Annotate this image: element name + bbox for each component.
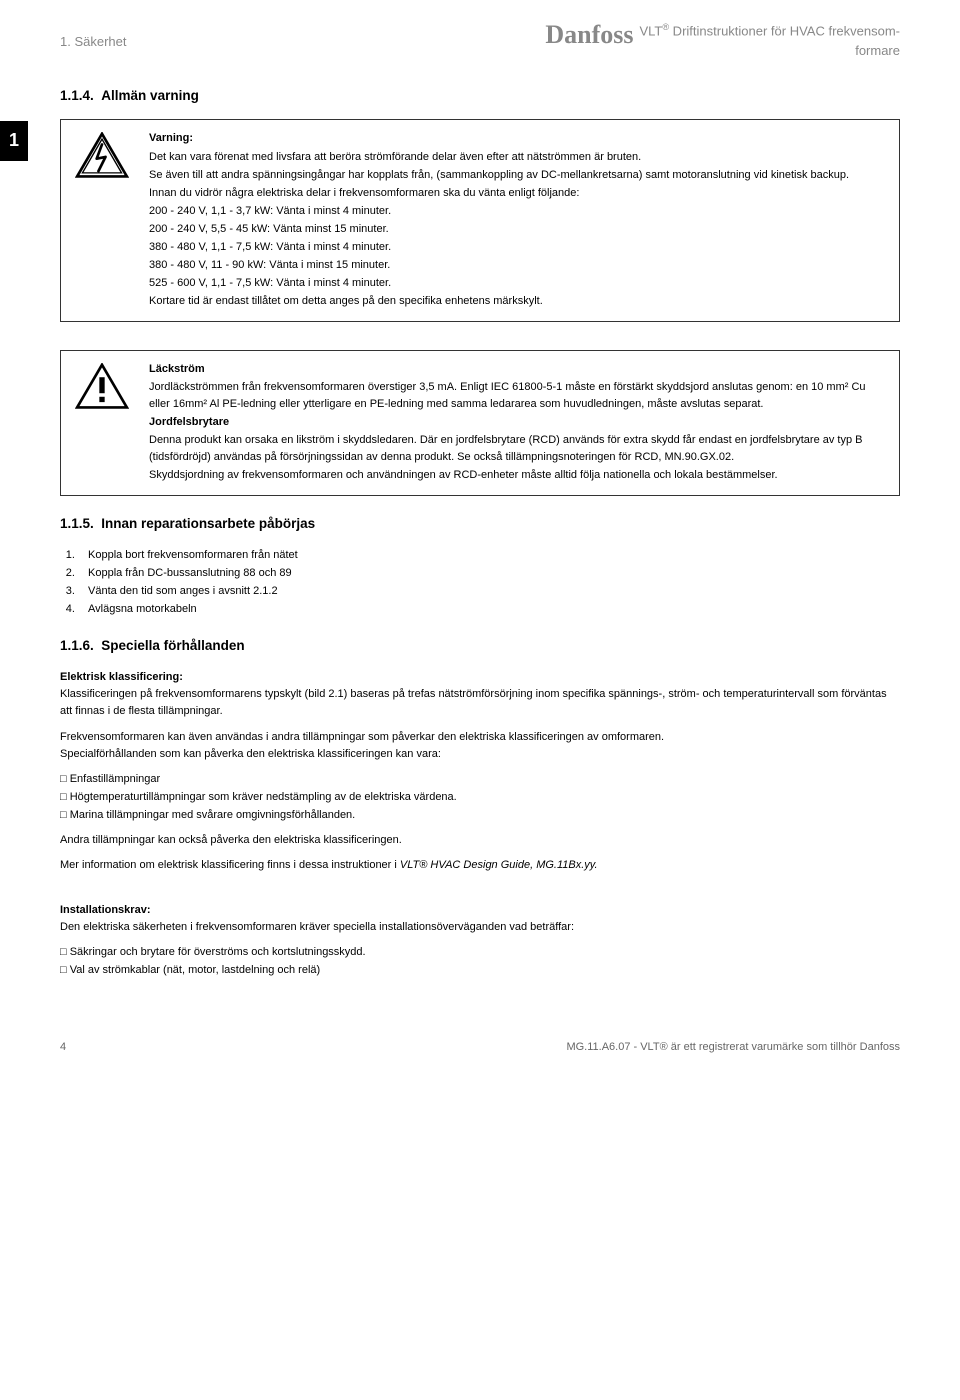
caution-icon [75, 361, 135, 417]
para-other-apps-l2: Specialförhållanden som kan påverka den … [60, 748, 441, 760]
leak-text: Läckström Jordläckströmmen från frekvens… [149, 361, 885, 485]
list-item: Avlägsna motorkabeln [78, 601, 900, 618]
electric-class-label: Elektrisk klassificering: [60, 671, 183, 683]
design-guide-ref: VLT® HVAC Design Guide, MG.11Bx.yy. [400, 859, 598, 871]
doc-title-pre: VLT [639, 23, 662, 38]
leak-para1: Jordläckströmmen från frekvensomformaren… [149, 379, 885, 413]
warning-box-electric: Varning: Det kan vara förenat med livsfa… [60, 119, 900, 322]
warning-line: 200 - 240 V, 5,5 - 45 kW: Vänta minst 15… [149, 221, 885, 238]
heading-114-num: 1.1.4. [60, 88, 94, 103]
rcd-para: Denna produkt kan orsaka en likström i s… [149, 432, 885, 466]
doc-title-line2: formare [855, 43, 900, 58]
leak-title: Läckström [149, 361, 885, 378]
list-item: Koppla bort frekvensomformaren från näte… [78, 547, 900, 564]
heading-114-title: Allmän varning [101, 88, 199, 103]
electric-class-text: Klassificeringen på frekvensomformarens … [60, 688, 887, 717]
heading-116: 1.1.6. Speciella förhållanden [60, 636, 900, 657]
heading-115: 1.1.5. Innan reparationsarbete påbörjas [60, 514, 900, 535]
special-conditions-list1: Enfastillämpningar Högtemperaturtillämpn… [60, 771, 900, 824]
warning-line: Innan du vidrör några elektriska delar i… [149, 185, 885, 202]
install-req-text: Den elektriska säkerheten i frekvensomfo… [60, 921, 574, 933]
warning-line: Kortare tid är endast tillåtet om detta … [149, 293, 885, 310]
warning-line: Se även till att andra spänningsingångar… [149, 167, 885, 184]
heading-116-num: 1.1.6. [60, 638, 94, 653]
install-req: Installationskrav: Den elektriska säkerh… [60, 902, 900, 936]
para-other-apps-l1: Frekvensomformaren kan även användas i a… [60, 731, 664, 743]
list-item: Vänta den tid som anges i avsnitt 2.1.2 [78, 583, 900, 600]
list-item: Val av strömkablar (nät, motor, lastdeln… [60, 962, 900, 979]
rcd-para2: Skyddsjordning av frekvensomformaren och… [149, 467, 885, 484]
list-item-text: Säkringar och brytare för överströms och… [70, 946, 366, 958]
header-section-label: 1. Säkerhet [60, 20, 127, 52]
list-item: Säkringar och brytare för överströms och… [60, 944, 900, 961]
warning-line: 525 - 600 V, 1,1 - 7,5 kW: Vänta i minst… [149, 275, 885, 292]
warning-line: 380 - 480 V, 1,1 - 7,5 kW: Vänta i minst… [149, 239, 885, 256]
electric-class: Elektrisk klassificering: Klassificering… [60, 669, 900, 720]
page-footer: 4 MG.11.A6.07 - VLT® är ett registrerat … [60, 1039, 900, 1056]
heading-114: 1.1.4. Allmän varning [60, 86, 900, 107]
install-req-label: Installationskrav: [60, 904, 150, 916]
para-more-info: Mer information om elektrisk klassificer… [60, 857, 900, 874]
warning-line: 380 - 480 V, 11 - 90 kW: Vänta i minst 1… [149, 257, 885, 274]
doc-title-rest: Driftinstruktioner för HVAC frekvensom- [669, 23, 900, 38]
list-item-text: Val av strömkablar (nät, motor, lastdeln… [70, 964, 320, 976]
warning-line: Det kan vara förenat med livsfara att be… [149, 149, 885, 166]
list-item-text: Högtemperaturtillämpningar som kräver ne… [70, 791, 457, 803]
warning-title: Varning: [149, 130, 885, 147]
warning-line: 200 - 240 V, 1,1 - 3,7 kW: Vänta i minst… [149, 203, 885, 220]
list-item: Koppla från DC-bussanslutning 88 och 89 [78, 565, 900, 582]
repair-steps: Koppla bort frekvensomformaren från näte… [78, 547, 900, 618]
electric-hazard-icon [75, 130, 135, 186]
list-item-text: Marina tillämpningar med svårare omgivni… [70, 809, 356, 821]
heading-116-title: Speciella förhållanden [101, 638, 244, 653]
list-item: Marina tillämpningar med svårare omgivni… [60, 807, 900, 824]
list-item: Enfastillämpningar [60, 771, 900, 788]
para-extra: Andra tillämpningar kan också påverka de… [60, 832, 900, 849]
heading-115-title: Innan reparationsarbete påbörjas [101, 516, 315, 531]
list-item: Högtemperaturtillämpningar som kräver ne… [60, 789, 900, 806]
header-right: Danfoss VLT® Driftinstruktioner för HVAC… [545, 20, 900, 62]
doc-title: VLT® Driftinstruktioner för HVAC frekven… [639, 20, 900, 62]
chapter-tab: 1 [0, 121, 28, 161]
page-header: 1. Säkerhet Danfoss VLT® Driftinstruktio… [60, 20, 900, 62]
warning-text: Varning: Det kan vara förenat med livsfa… [149, 130, 885, 311]
warning-box-leak: Läckström Jordläckströmmen från frekvens… [60, 350, 900, 496]
para-more-info-pre: Mer information om elektrisk klassificer… [60, 859, 400, 871]
rcd-title: Jordfelsbrytare [149, 414, 885, 431]
list-item-text: Enfastillämpningar [70, 773, 161, 785]
page-number: 4 [60, 1039, 66, 1056]
footer-text: MG.11.A6.07 - VLT® är ett registrerat va… [566, 1039, 900, 1056]
heading-115-num: 1.1.5. [60, 516, 94, 531]
danfoss-logo: Danfoss [545, 22, 633, 48]
para-other-apps: Frekvensomformaren kan även användas i a… [60, 729, 900, 763]
install-req-list: Säkringar och brytare för överströms och… [60, 944, 900, 979]
